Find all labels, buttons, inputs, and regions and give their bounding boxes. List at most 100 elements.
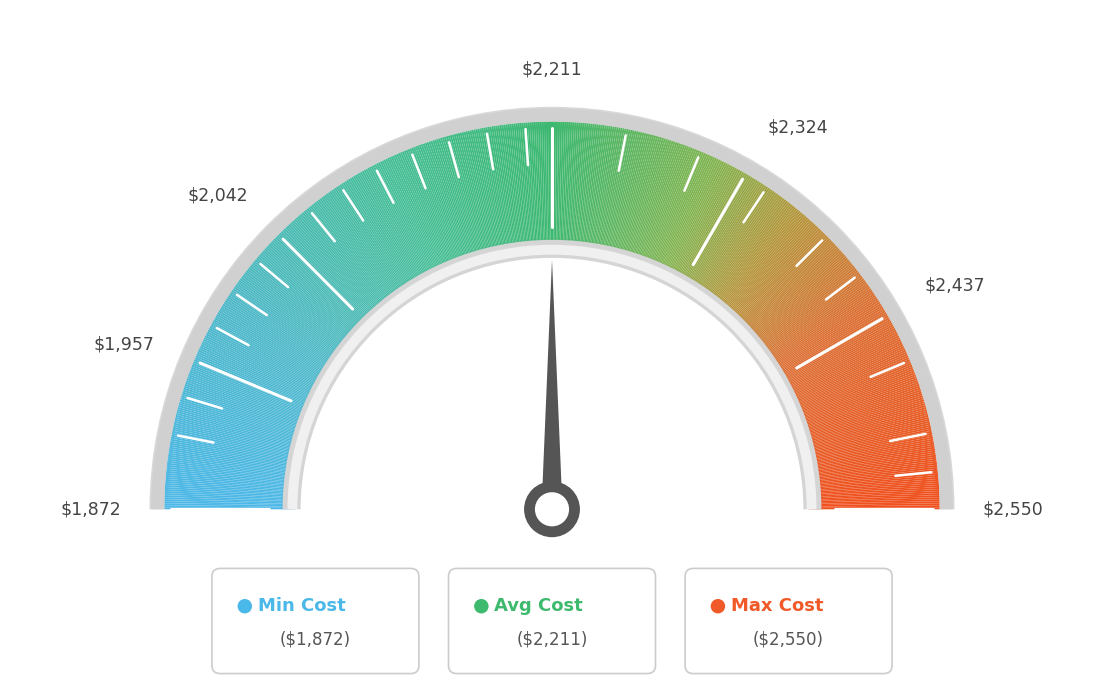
Wedge shape — [795, 384, 920, 428]
Wedge shape — [739, 244, 836, 335]
Wedge shape — [576, 124, 591, 255]
Wedge shape — [745, 255, 846, 342]
Wedge shape — [236, 283, 343, 361]
Wedge shape — [781, 333, 899, 394]
Wedge shape — [176, 415, 304, 448]
Wedge shape — [625, 137, 665, 264]
Wedge shape — [172, 426, 301, 456]
Wedge shape — [806, 463, 937, 480]
Wedge shape — [643, 146, 691, 270]
Wedge shape — [167, 466, 297, 482]
Wedge shape — [513, 124, 528, 255]
Wedge shape — [232, 290, 341, 365]
Wedge shape — [253, 261, 355, 346]
Wedge shape — [415, 146, 463, 270]
Wedge shape — [258, 255, 359, 342]
Wedge shape — [587, 125, 606, 255]
Wedge shape — [215, 315, 330, 382]
Wedge shape — [273, 239, 368, 332]
Wedge shape — [509, 124, 526, 255]
Wedge shape — [729, 228, 820, 324]
Wedge shape — [452, 135, 487, 262]
Wedge shape — [164, 497, 296, 502]
Wedge shape — [608, 131, 638, 259]
Wedge shape — [432, 140, 474, 266]
Wedge shape — [523, 122, 534, 254]
Wedge shape — [214, 317, 329, 384]
Wedge shape — [689, 182, 762, 294]
Wedge shape — [348, 179, 418, 291]
Wedge shape — [582, 124, 598, 255]
Wedge shape — [189, 371, 312, 419]
Wedge shape — [200, 346, 319, 402]
Wedge shape — [806, 457, 936, 476]
Wedge shape — [220, 308, 332, 377]
Wedge shape — [753, 268, 857, 351]
Wedge shape — [611, 132, 643, 260]
Wedge shape — [797, 395, 923, 435]
Wedge shape — [164, 505, 296, 508]
Wedge shape — [164, 501, 296, 505]
Wedge shape — [528, 122, 538, 253]
Wedge shape — [804, 433, 933, 460]
Wedge shape — [784, 344, 904, 402]
Wedge shape — [692, 185, 766, 296]
Wedge shape — [197, 352, 318, 406]
Wedge shape — [535, 122, 542, 253]
Wedge shape — [203, 339, 322, 397]
Wedge shape — [344, 181, 416, 293]
Wedge shape — [275, 237, 370, 330]
Wedge shape — [803, 431, 932, 459]
Wedge shape — [659, 157, 715, 277]
Wedge shape — [169, 444, 299, 468]
Wedge shape — [338, 185, 412, 296]
Wedge shape — [188, 374, 311, 421]
Wedge shape — [168, 457, 298, 476]
Wedge shape — [211, 322, 328, 387]
Wedge shape — [705, 199, 786, 305]
Wedge shape — [731, 231, 824, 326]
Wedge shape — [357, 173, 424, 288]
Wedge shape — [471, 130, 500, 259]
Wedge shape — [499, 125, 519, 255]
Wedge shape — [807, 469, 937, 484]
Wedge shape — [793, 374, 916, 421]
Wedge shape — [171, 433, 300, 460]
Wedge shape — [166, 479, 297, 491]
Wedge shape — [714, 209, 799, 312]
Wedge shape — [173, 425, 301, 455]
Wedge shape — [634, 142, 678, 267]
Wedge shape — [792, 371, 915, 419]
Wedge shape — [805, 448, 935, 471]
Wedge shape — [554, 121, 559, 253]
Wedge shape — [407, 149, 458, 271]
Wedge shape — [269, 242, 367, 334]
Wedge shape — [807, 465, 937, 481]
Wedge shape — [511, 124, 527, 255]
Wedge shape — [479, 128, 506, 257]
Wedge shape — [665, 161, 724, 279]
Wedge shape — [808, 489, 940, 497]
Wedge shape — [747, 257, 848, 344]
Wedge shape — [630, 140, 672, 266]
Wedge shape — [781, 335, 900, 395]
Wedge shape — [339, 184, 413, 295]
Wedge shape — [778, 328, 895, 391]
Wedge shape — [779, 331, 898, 393]
Wedge shape — [213, 319, 329, 384]
Wedge shape — [212, 321, 328, 386]
Wedge shape — [542, 121, 546, 253]
Wedge shape — [193, 361, 316, 413]
Wedge shape — [636, 143, 681, 268]
Wedge shape — [808, 495, 940, 501]
Wedge shape — [673, 168, 737, 284]
Wedge shape — [418, 144, 465, 268]
Wedge shape — [764, 291, 873, 366]
Wedge shape — [704, 198, 785, 304]
Wedge shape — [192, 363, 315, 414]
Wedge shape — [799, 405, 926, 442]
Wedge shape — [179, 403, 306, 440]
Wedge shape — [476, 129, 502, 258]
Wedge shape — [190, 368, 314, 417]
Wedge shape — [597, 128, 623, 257]
